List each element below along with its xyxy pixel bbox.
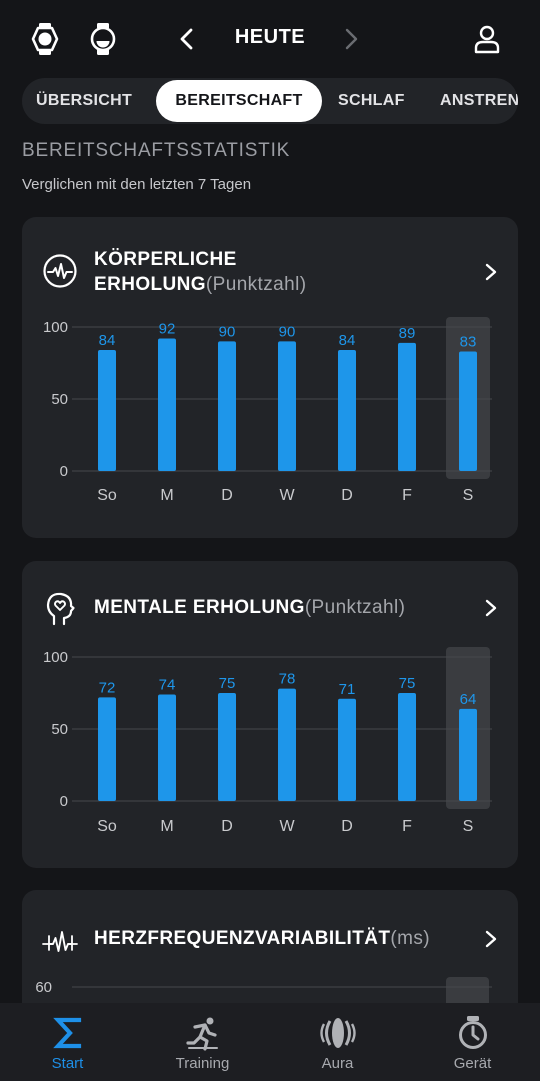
tab-bar: ÜBERSICHT BEREITSCHAFT SCHLAF ANSTREN bbox=[22, 78, 518, 124]
mental-recovery-card[interactable]: MENTALE ERHOLUNG(Punktzahl) 100 50 0 72 So 74… bbox=[22, 561, 518, 868]
y-tick-label: 60 bbox=[35, 979, 52, 996]
nav-training[interactable]: Training bbox=[135, 1003, 270, 1081]
bar bbox=[218, 341, 236, 471]
tab-uebersicht[interactable]: ÜBERSICHT bbox=[36, 92, 133, 109]
bar bbox=[278, 688, 296, 801]
head-heart-icon bbox=[42, 591, 78, 627]
bar bbox=[338, 350, 356, 471]
y-tick-label: 100 bbox=[43, 319, 68, 336]
bar-value-label: 78 bbox=[279, 671, 296, 688]
card-unit: (Punktzahl) bbox=[205, 274, 307, 295]
chevron-right-icon[interactable] bbox=[482, 599, 500, 617]
watch-face-icon[interactable] bbox=[86, 22, 120, 56]
tab-anstrengung[interactable]: ANSTREN bbox=[440, 92, 518, 109]
runner-icon bbox=[185, 1015, 221, 1051]
card-title-text: MENTALE ERHOLUNG bbox=[94, 597, 305, 618]
date-title[interactable]: HEUTE bbox=[234, 26, 306, 48]
bar-value-label: 64 bbox=[460, 691, 477, 708]
x-tick-label: M bbox=[160, 487, 173, 504]
chevron-right-icon[interactable] bbox=[482, 263, 500, 281]
bar bbox=[398, 342, 416, 471]
stopwatch-icon bbox=[455, 1015, 491, 1051]
chevron-left-icon[interactable] bbox=[170, 22, 204, 56]
bar bbox=[398, 693, 416, 801]
profile-icon[interactable] bbox=[470, 22, 504, 56]
y-tick-label: 50 bbox=[51, 391, 68, 408]
bar bbox=[459, 351, 477, 471]
x-tick-label: So bbox=[97, 818, 117, 835]
nav-geraet[interactable]: Gerät bbox=[405, 1003, 540, 1081]
card-title: MENTALE ERHOLUNG(Punktzahl) bbox=[94, 595, 405, 620]
x-tick-label: D bbox=[341, 818, 353, 835]
bar-value-label: 90 bbox=[279, 323, 296, 340]
x-tick-label: S bbox=[463, 487, 474, 504]
y-tick-label: 0 bbox=[60, 793, 68, 810]
x-tick-label: W bbox=[279, 487, 295, 504]
aura-rings-icon bbox=[319, 1015, 356, 1051]
y-tick-label: 0 bbox=[60, 463, 68, 480]
card-title: KÖRPERLICHE ERHOLUNG(Punktzahl) bbox=[94, 247, 306, 297]
bar bbox=[218, 693, 236, 801]
tab-schlaf[interactable]: SCHLAF bbox=[338, 92, 405, 109]
bar-value-label: 84 bbox=[99, 332, 116, 349]
bar-value-label: 84 bbox=[339, 332, 356, 349]
bar bbox=[98, 697, 116, 801]
bottom-nav: Start Training Aura bbox=[0, 1003, 540, 1081]
card-unit: (ms) bbox=[390, 928, 430, 949]
nav-label: Gerät bbox=[453, 1055, 492, 1072]
bar-value-label: 72 bbox=[99, 679, 116, 696]
bar-value-label: 74 bbox=[159, 676, 176, 693]
chevron-right-icon[interactable] bbox=[482, 930, 500, 948]
bar-value-label: 71 bbox=[339, 681, 356, 698]
chevron-right-icon[interactable] bbox=[334, 22, 368, 56]
physical-recovery-card[interactable]: KÖRPERLICHE ERHOLUNG(Punktzahl) 100 50 0 84… bbox=[22, 217, 518, 538]
bar-value-label: 90 bbox=[219, 323, 236, 340]
section-title: BEREITSCHAFTSSTATISTIK bbox=[22, 140, 291, 161]
card-title-line1: KÖRPERLICHE bbox=[94, 249, 237, 270]
x-tick-label: S bbox=[463, 818, 474, 835]
bar bbox=[158, 338, 176, 471]
mental-recovery-chart: 100 50 0 72 So 74 M 75 D 78 W 71 D 75 F 64 S bbox=[43, 647, 492, 835]
card-title: HERZFREQUENZVARIABILITÄT(ms) bbox=[94, 926, 430, 951]
card-unit: (Punktzahl) bbox=[304, 597, 406, 618]
bar bbox=[278, 341, 296, 471]
bar bbox=[338, 698, 356, 801]
nav-label: Training bbox=[175, 1055, 230, 1072]
section-subtitle: Verglichen mit den letzten 7 Tagen bbox=[22, 176, 252, 193]
x-tick-label: D bbox=[221, 818, 233, 835]
bar bbox=[158, 694, 176, 801]
x-tick-label: F bbox=[402, 818, 412, 835]
nav-label: Aura bbox=[321, 1055, 354, 1072]
nav-aura[interactable]: Aura bbox=[270, 1003, 405, 1081]
bar bbox=[98, 350, 116, 471]
y-tick-label: 50 bbox=[51, 721, 68, 738]
x-tick-label: So bbox=[97, 487, 117, 504]
x-tick-label: F bbox=[402, 487, 412, 504]
nav-start[interactable]: Start bbox=[0, 1003, 135, 1081]
x-tick-label: D bbox=[221, 487, 233, 504]
card-title-text: HERZFREQUENZVARIABILITÄT bbox=[94, 928, 391, 949]
nav-label: Start bbox=[51, 1055, 84, 1072]
bar-value-label: 75 bbox=[399, 675, 416, 692]
x-tick-label: D bbox=[341, 487, 353, 504]
bar-value-label: 92 bbox=[159, 321, 176, 338]
tab-bereitschaft[interactable]: BEREITSCHAFT bbox=[156, 80, 322, 122]
bar bbox=[459, 708, 477, 801]
bar-value-label: 83 bbox=[460, 333, 477, 350]
x-tick-label: M bbox=[160, 818, 173, 835]
card-title-line2: ERHOLUNG bbox=[94, 274, 206, 295]
watch-icon[interactable] bbox=[28, 22, 62, 56]
bar-value-label: 89 bbox=[399, 325, 416, 342]
physical-recovery-chart: 100 50 0 84 So 92 M 90 D 90 W 84 D 89 F 83 S bbox=[43, 317, 492, 504]
y-tick-label: 100 bbox=[43, 649, 68, 666]
waveform-circle-icon bbox=[42, 253, 78, 289]
hrv-pulse-icon bbox=[42, 924, 78, 960]
sigma-icon bbox=[50, 1015, 86, 1051]
top-bar: HEUTE bbox=[0, 0, 540, 78]
x-tick-label: W bbox=[279, 818, 295, 835]
bar-value-label: 75 bbox=[219, 675, 236, 692]
